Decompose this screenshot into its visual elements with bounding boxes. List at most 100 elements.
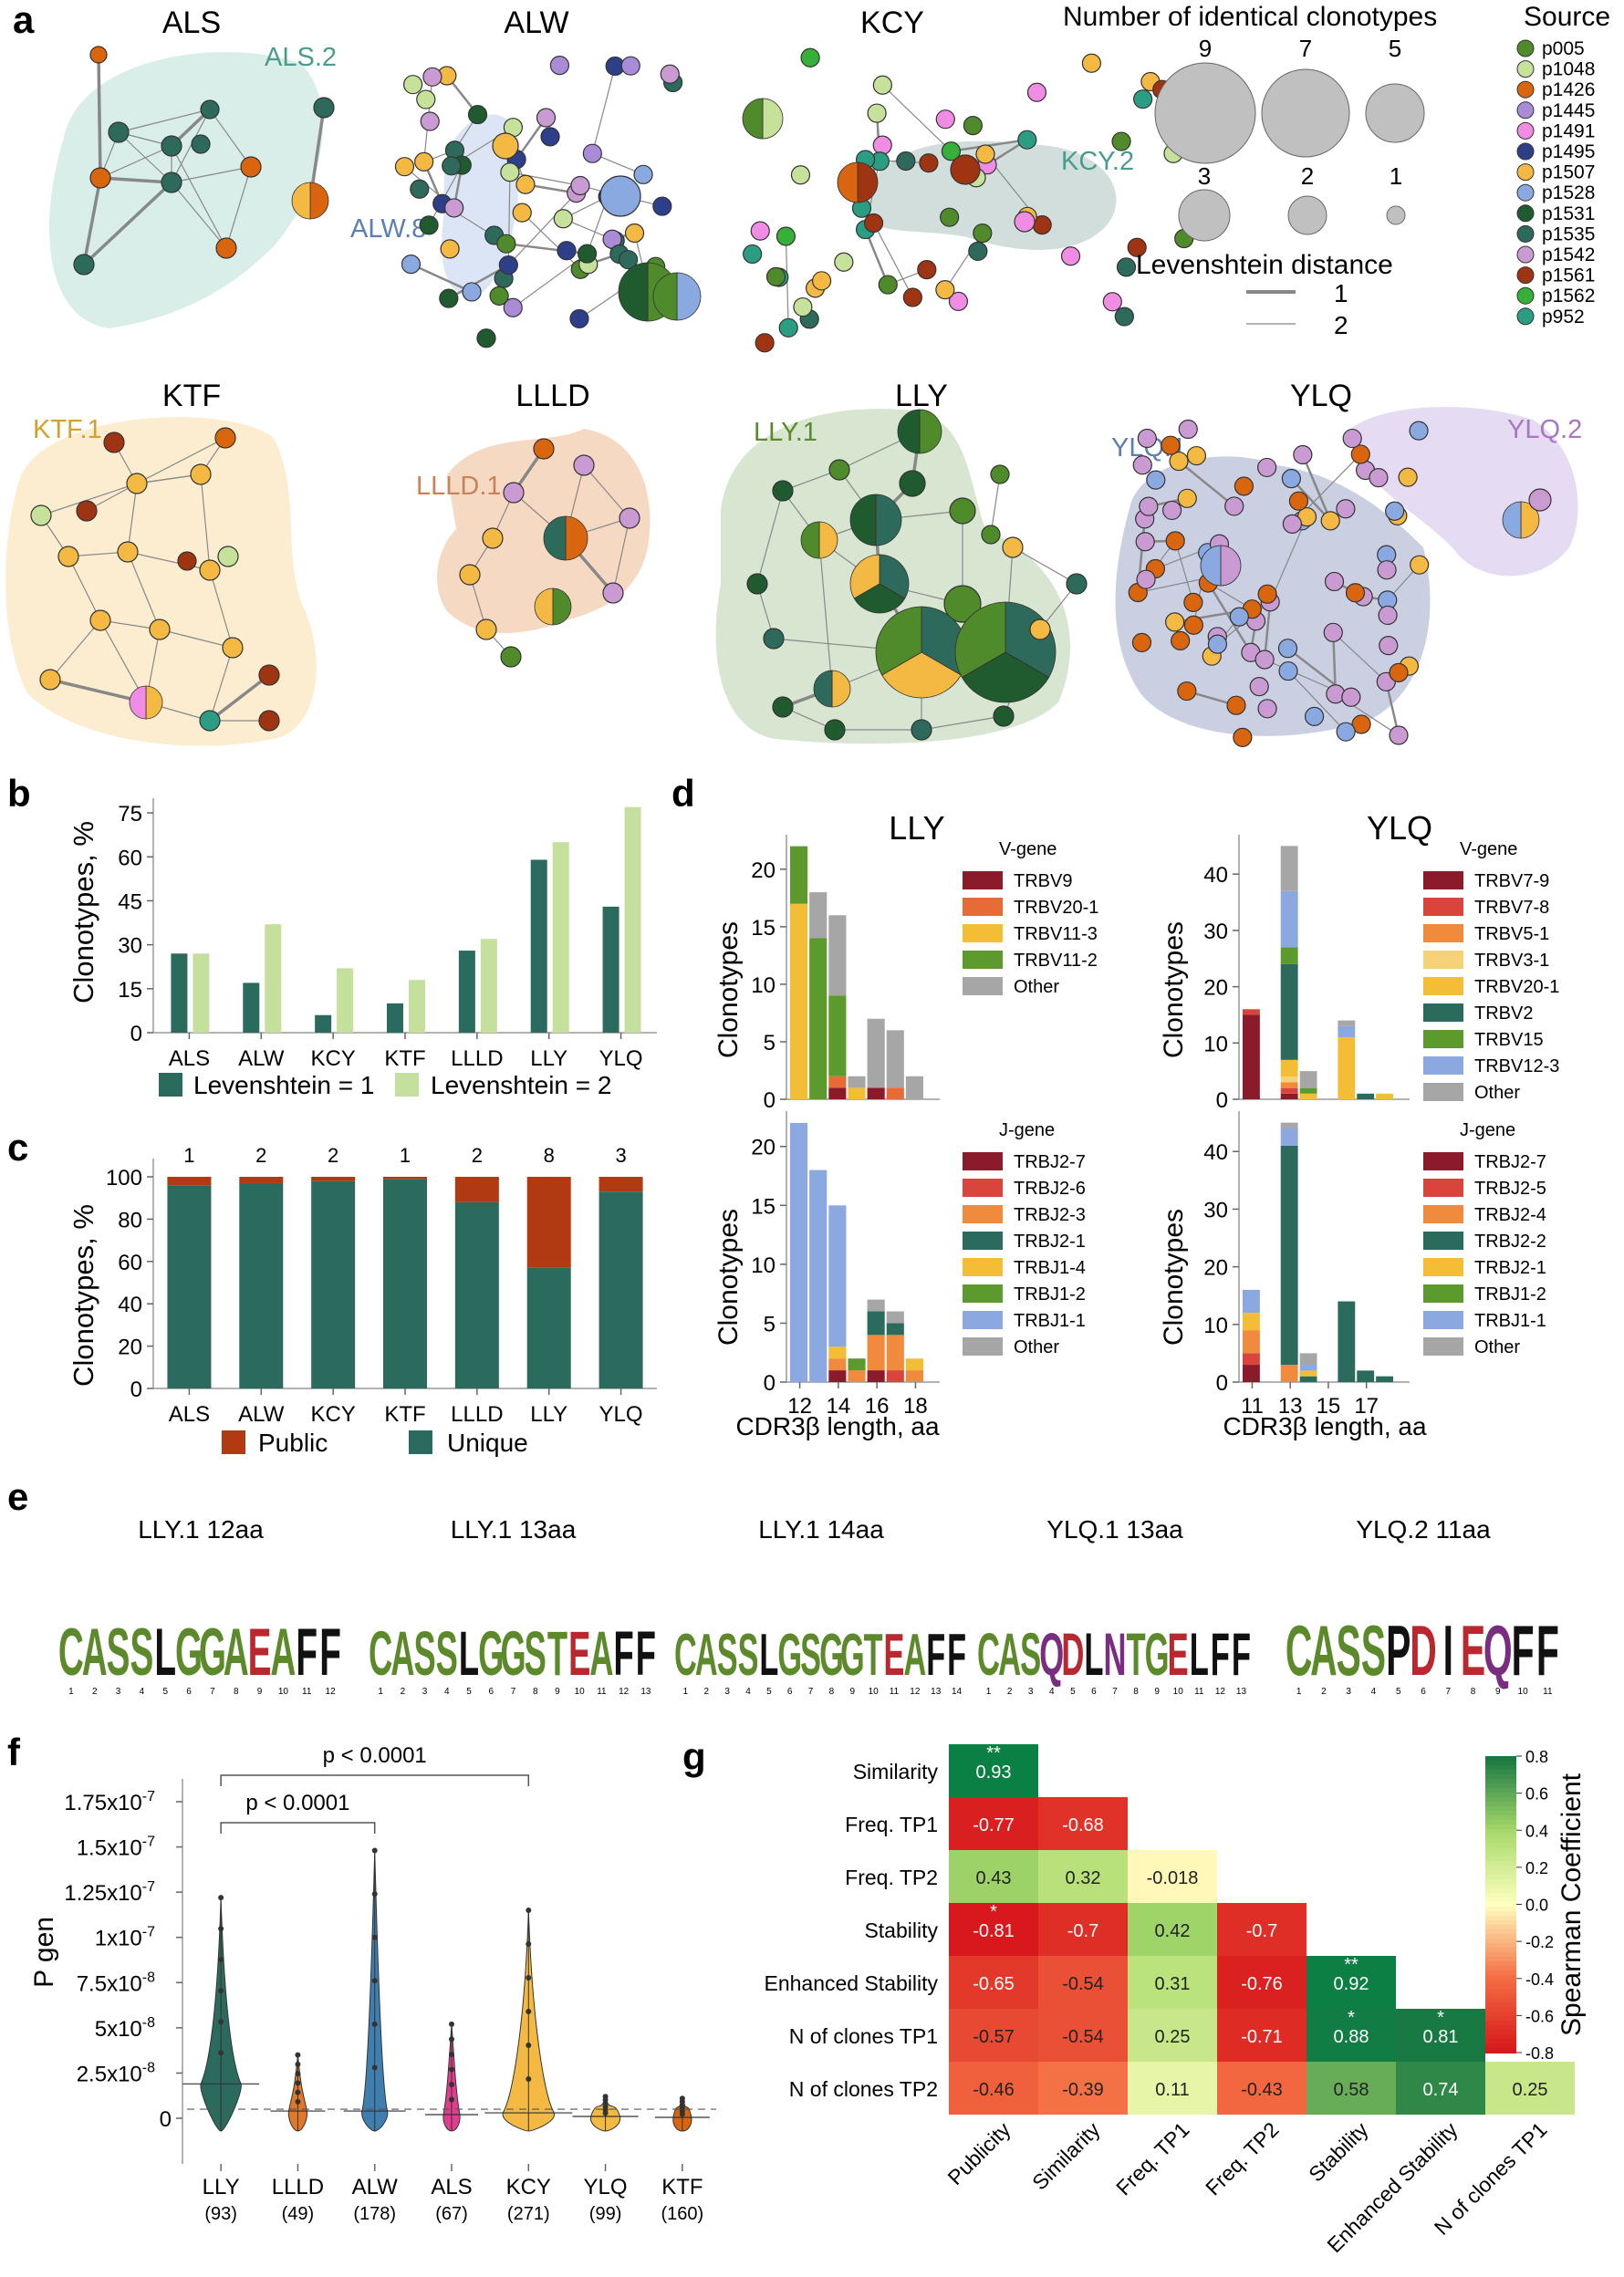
network-node	[1336, 722, 1356, 742]
logo-letter: C	[1286, 1612, 1313, 1690]
f-outlier-ALW	[371, 1978, 378, 1984]
logo-letter: F	[296, 1616, 318, 1690]
network-node	[1410, 555, 1430, 575]
logo-letter: E	[1168, 1621, 1189, 1689]
source-legend-dot-p005	[1516, 39, 1535, 57]
logo-title-1: LLY.1 13aa	[451, 1515, 577, 1544]
g-cell-4-0	[949, 1956, 1038, 2009]
source-legend-dot-p1491	[1516, 121, 1535, 140]
d-legend-label-ylq-v: TRBV12-3	[1474, 1056, 1559, 1076]
source-legend-dot-p1445	[1516, 101, 1535, 120]
network-node	[512, 203, 532, 223]
logo-index: 12	[910, 1687, 921, 1697]
logo-index: 11	[302, 1687, 312, 1697]
legend-label-lev2: Levenshtein = 2	[431, 1071, 612, 1099]
f-y-tick-exp: -7	[142, 1789, 155, 1804]
g-cell-4-4	[1306, 1956, 1396, 2009]
network-node	[570, 175, 590, 196]
source-legend-label-p1528: p1528	[1542, 182, 1595, 203]
d-x-tick-label-ylq: 11	[1241, 1394, 1264, 1419]
logo-letter: A	[270, 1616, 296, 1690]
b-y-tick-label: 30	[118, 934, 142, 959]
b-y-tick-label: 15	[118, 978, 142, 1003]
panel-f: f P gen 1.75x10-7 1.5x10-7 1.25x10-7 1x10-7…	[7, 1731, 716, 2224]
f-x-label-LLY: LLY	[203, 2175, 240, 2199]
c-bar-public-LLY	[526, 1177, 571, 1268]
logo-index: 1	[378, 1687, 383, 1697]
d-legend-swatch-lly-v	[963, 977, 1003, 995]
network-node-slice	[1520, 501, 1540, 539]
g-colorbar-segment	[1485, 1911, 1516, 1917]
c-x-label: LLY	[530, 1402, 567, 1427]
g-cell-2-0	[949, 1850, 1038, 1903]
network-edge	[127, 483, 138, 553]
d-bar-lly-v-Other	[905, 1076, 923, 1099]
c-top-label: 3	[615, 1144, 626, 1167]
g-cell-value-4-3: -0.76	[1241, 1974, 1283, 1994]
d-bar-ylq-v-TRBV12-3	[1338, 1025, 1356, 1038]
network-node	[76, 500, 98, 522]
g-colorbar-tick-label: 0.2	[1525, 1859, 1548, 1877]
logo-index: 10	[1173, 1687, 1184, 1697]
d-y-tick-label-ylq-v: 40	[1203, 863, 1228, 888]
network-node	[394, 157, 415, 177]
f-outlier-LLY	[218, 1957, 224, 1963]
d-y-tick-label-ylq-v: 10	[1203, 1032, 1228, 1056]
d-legend-label-ylq-v: TRBV5-1	[1474, 924, 1549, 944]
source-legend-dot-p952	[1516, 307, 1535, 326]
source-legend-label-p1495: p1495	[1542, 141, 1595, 162]
f-y-tick-label: 5x10-8	[95, 2015, 155, 2042]
d-legend-label-lly-v: TRBV20-1	[1014, 898, 1098, 918]
f-outlier-KCY	[526, 1940, 532, 1947]
g-colorbar-segment	[1485, 1879, 1516, 1885]
cluster-hull-ktf1	[5, 417, 317, 746]
g-colorbar-segment	[1485, 2007, 1516, 2012]
network-node	[1169, 451, 1189, 472]
c-x-label: ALS	[169, 1402, 210, 1427]
c-y-tick-label: 60	[118, 1251, 142, 1275]
d-bar-lly-j-TRBJ2-6	[886, 1370, 904, 1382]
g-colorbar-tick-label: 0.6	[1525, 1785, 1548, 1804]
g-colorbar-segment	[1485, 1815, 1516, 1821]
d-bar-lly-j-TRBJ2-7	[828, 1370, 847, 1382]
d-bar-ylq-v-TRBV20-1	[1299, 1093, 1317, 1099]
network-edge	[881, 84, 952, 152]
d-bar-ylq-v-TRBV20-1	[1338, 1037, 1356, 1099]
network-node	[444, 198, 464, 218]
network-node	[755, 333, 775, 353]
c-x-label: KCY	[310, 1402, 355, 1427]
network-node-slice	[954, 601, 1006, 679]
network-node	[1234, 476, 1254, 496]
d-bar-lly-j-TRBJ1-4	[905, 1358, 923, 1371]
g-colorbar-segment	[1485, 1934, 1516, 1939]
chart-d: 0 5 10 15 20 V-gene TRBV9 TRBV20-1 TRBV11-3 TRBV1…	[751, 835, 1559, 1419]
logo-letter: E	[1461, 1612, 1485, 1690]
legend-swatch-public	[222, 1430, 245, 1454]
d-x-tick-label-ylq: 15	[1317, 1394, 1341, 1419]
network-node	[824, 719, 846, 741]
d-legend-swatch-lly-j	[963, 1152, 1003, 1170]
d-legend-swatch-lly-j	[963, 1337, 1003, 1356]
network-node	[1177, 681, 1197, 702]
g-colorbar-segment	[1485, 1788, 1516, 1794]
network-node	[1323, 622, 1343, 642]
network-node	[911, 719, 932, 741]
source-legend-dot-p1048	[1516, 60, 1535, 78]
g-cell-value-5-2: 0.25	[1155, 2027, 1191, 2047]
logo-letter: G	[478, 1617, 504, 1689]
network-title-ylq: YLQ	[1290, 379, 1352, 413]
network-edge	[864, 229, 890, 286]
d-legend-label-lly-j: TRBJ2-7	[1014, 1152, 1086, 1172]
f-outlier-LLLD	[295, 2061, 301, 2067]
network-node	[222, 637, 244, 659]
network-node	[1111, 131, 1131, 151]
g-cell-value-4-1: -0.54	[1062, 1974, 1104, 1994]
f-x-label-KCY: KCY	[506, 2175, 551, 2199]
g-cell-value-4-0: -0.65	[973, 1974, 1015, 1994]
c-bar-public-LLLD	[454, 1177, 499, 1202]
network-edge	[509, 172, 581, 187]
network-node	[765, 266, 786, 287]
g-colorbar-segment	[1485, 1797, 1516, 1803]
logo-letter: C	[369, 1617, 392, 1689]
network-edge	[1178, 460, 1235, 507]
